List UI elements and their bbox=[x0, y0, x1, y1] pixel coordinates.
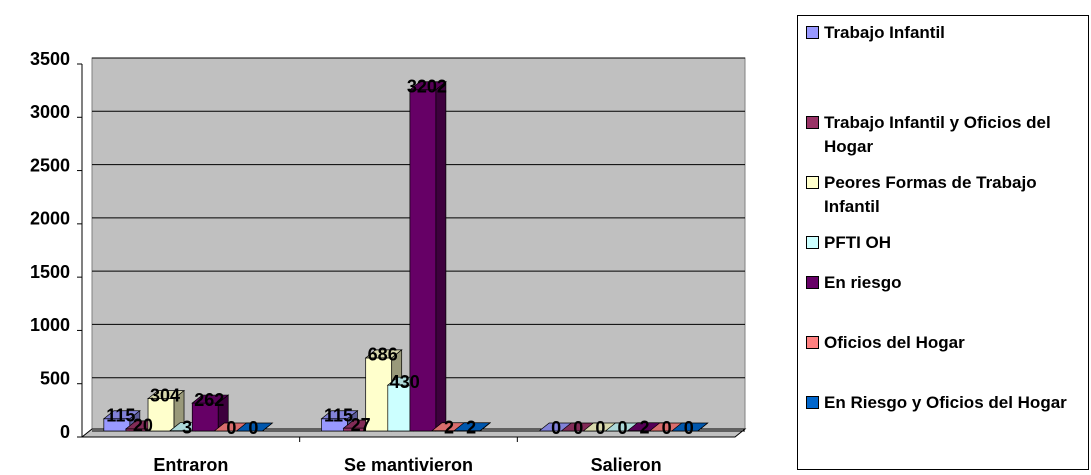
data-label: 0 bbox=[573, 418, 583, 438]
data-label: 3202 bbox=[407, 77, 447, 97]
data-label: 2 bbox=[640, 418, 650, 438]
data-label: 304 bbox=[150, 385, 180, 405]
data-label: 0 bbox=[662, 418, 672, 438]
data-label: 686 bbox=[368, 345, 398, 365]
legend-label: En riesgo bbox=[824, 273, 902, 292]
y-tick-label: 2500 bbox=[30, 155, 70, 175]
legend-swatch bbox=[806, 176, 819, 189]
legend-item: Peores Formas de Trabajo Infantil bbox=[804, 171, 1086, 219]
y-tick-label: 1000 bbox=[30, 315, 70, 335]
data-label: 115 bbox=[106, 405, 135, 425]
bar-side bbox=[479, 422, 491, 432]
bar-side bbox=[697, 422, 708, 432]
x-tick-label: Entraron bbox=[153, 455, 228, 475]
bar-front bbox=[147, 398, 175, 432]
data-label: 2 bbox=[466, 418, 476, 438]
bar bbox=[408, 81, 447, 432]
data-label: 27 bbox=[351, 415, 371, 435]
legend-swatch bbox=[806, 26, 819, 39]
legend-item: En riesgo bbox=[804, 271, 1086, 295]
legend-swatch bbox=[806, 276, 819, 289]
y-tick-label: 3000 bbox=[30, 102, 70, 122]
legend-swatch bbox=[806, 336, 819, 349]
bar-front bbox=[191, 402, 219, 432]
bar bbox=[147, 389, 186, 432]
bar bbox=[453, 422, 492, 432]
legend-swatch bbox=[806, 116, 819, 129]
bar-side bbox=[262, 422, 273, 432]
legend-item: Oficios del Hogar bbox=[804, 331, 1086, 355]
data-label: 2 bbox=[444, 418, 454, 438]
legend-label: Oficios del Hogar bbox=[824, 333, 965, 352]
chart: 0500100015002000250030003500Entraron1152… bbox=[30, 49, 747, 475]
data-label: 3 bbox=[182, 417, 192, 437]
legend-label: Trabajo Infantil bbox=[824, 23, 945, 42]
data-label: 0 bbox=[684, 418, 694, 438]
data-label: 262 bbox=[194, 390, 224, 410]
legend-item: En Riesgo y Oficios del Hogar bbox=[804, 391, 1086, 415]
data-label: 20 bbox=[133, 416, 153, 436]
data-label: 0 bbox=[226, 418, 236, 438]
data-label: 0 bbox=[617, 418, 627, 438]
legend-swatch bbox=[806, 396, 819, 409]
legend-item: Trabajo Infantil bbox=[804, 21, 1086, 45]
bar bbox=[191, 394, 230, 432]
x-tick-label: Se mantivieron bbox=[344, 455, 473, 475]
bar bbox=[670, 422, 709, 432]
y-tick-label: 500 bbox=[40, 368, 70, 388]
bar bbox=[235, 422, 274, 432]
legend-label: En Riesgo y Oficios del Hogar bbox=[824, 393, 1067, 412]
data-label: 430 bbox=[390, 372, 420, 392]
data-label: 0 bbox=[595, 418, 605, 438]
legend-item: Trabajo Infantil y Oficios del Hogar bbox=[804, 111, 1086, 159]
y-tick-label: 1500 bbox=[30, 262, 70, 282]
y-tick-label: 2000 bbox=[30, 209, 70, 229]
bar-side bbox=[435, 81, 447, 432]
legend-label: PFTI OH bbox=[824, 233, 892, 252]
legend-label: Peores Formas de Trabajo Infantil bbox=[824, 173, 1037, 216]
x-tick-label: Salieron bbox=[591, 455, 662, 475]
data-label: 0 bbox=[248, 418, 258, 438]
bar-front bbox=[365, 357, 393, 432]
legend-swatch bbox=[806, 236, 819, 249]
legend-item: PFTI OH bbox=[804, 231, 1086, 255]
y-tick-label: 0 bbox=[60, 422, 70, 442]
legend: Trabajo Infantil Trabajo Infantil y Ofici… bbox=[797, 15, 1089, 470]
bar bbox=[102, 410, 141, 432]
data-label: 0 bbox=[551, 418, 561, 438]
bar-front bbox=[409, 89, 437, 432]
data-label: 115 bbox=[324, 405, 353, 425]
y-tick-label: 3500 bbox=[30, 49, 70, 69]
legend-label: Trabajo Infantil y Oficios del Hogar bbox=[824, 113, 1051, 156]
